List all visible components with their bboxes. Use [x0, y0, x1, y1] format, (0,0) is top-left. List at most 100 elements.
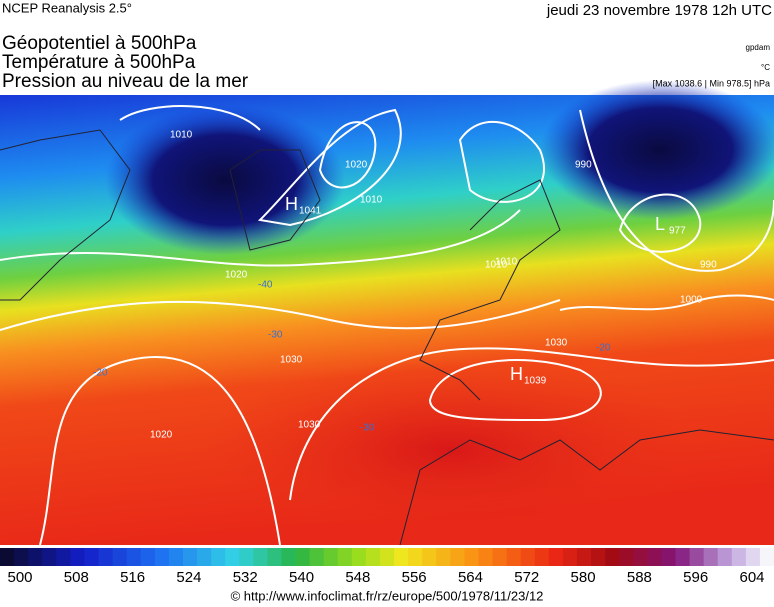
- colorbar-swatch: [717, 548, 733, 566]
- contour-label: -40: [258, 280, 273, 291]
- colorbar-label: 572: [514, 569, 539, 586]
- colorbar-swatch: [562, 548, 578, 566]
- contour-label: 1030: [298, 420, 321, 431]
- colorbar-swatch: [112, 548, 128, 566]
- center-letter: H: [510, 364, 523, 384]
- colorbar-label: 604: [739, 569, 764, 586]
- contour-label: 1010: [170, 130, 193, 141]
- contour-label: -30: [360, 423, 375, 434]
- warm-core: [200, 360, 700, 540]
- colorbar-swatch: [197, 548, 212, 566]
- contour-label: -20: [93, 368, 108, 379]
- source: NCEP Reanalysis 2.5°: [2, 0, 132, 15]
- colorbar-swatch: [534, 548, 550, 566]
- colorbar-swatch: [365, 548, 381, 566]
- center-value: 977: [669, 226, 686, 237]
- colorbar-swatch: [42, 548, 57, 566]
- colorbar-swatch: [548, 548, 564, 566]
- colorbar-label: 500: [7, 569, 32, 586]
- colorbar-swatch: [379, 548, 395, 566]
- colorbar-swatch: [605, 548, 620, 566]
- colorbar-label: 540: [289, 569, 314, 586]
- center-letter: L: [655, 214, 665, 234]
- contour-label: 1000: [680, 295, 703, 306]
- colorbar-swatch: [0, 548, 15, 566]
- colorbar-swatch: [168, 548, 184, 566]
- colorbar-label: 588: [627, 569, 652, 586]
- contour-label: 1030: [280, 355, 303, 366]
- unit: °C: [761, 63, 770, 72]
- colorbar-label: 524: [176, 569, 201, 586]
- colorbar-swatch: [745, 548, 761, 566]
- contour-label: -30: [268, 330, 283, 341]
- colorbar-swatch: [464, 548, 479, 566]
- colorbar-swatch: [436, 548, 451, 566]
- title-line: Géopotentiel à 500hPa: [2, 33, 197, 54]
- colorbar-label: 508: [64, 569, 89, 586]
- contour-label: 990: [700, 260, 717, 271]
- colorbar-swatch: [84, 548, 100, 566]
- colorbar-label: 532: [233, 569, 258, 586]
- colorbar-swatch: [28, 548, 43, 566]
- colorbar-swatch: [253, 548, 268, 566]
- colorbar-swatch: [281, 548, 297, 566]
- colorbar-swatch: [576, 548, 592, 566]
- colorbar-swatch: [309, 548, 325, 566]
- contour-label: 1020: [345, 160, 368, 171]
- isobars: [0, 105, 774, 546]
- colorbar-swatch: [506, 548, 522, 566]
- colorbar-swatch: [182, 548, 198, 566]
- colorbar-swatch: [267, 548, 282, 566]
- colorbar-swatch: [225, 548, 240, 566]
- center-letter: H: [285, 194, 298, 214]
- title-line: Température à 500hPa: [2, 52, 196, 73]
- colorbar-swatch: [633, 548, 648, 566]
- colorbar-swatch: [408, 548, 423, 566]
- colorbar-swatch: [140, 548, 156, 566]
- colorbar-swatch: [211, 548, 226, 566]
- colorbar-swatch: [126, 548, 142, 566]
- colorbar-swatch: [591, 548, 606, 566]
- contour-label: 1010: [485, 260, 508, 271]
- center-value: 1039: [524, 376, 547, 387]
- colorbar-label: 580: [571, 569, 596, 586]
- colorbar-swatch: [323, 548, 339, 566]
- colorbar-swatch: [492, 548, 508, 566]
- contour-label: 1010: [360, 195, 383, 206]
- colorbar-swatch: [56, 548, 71, 566]
- colorbar-swatch: [337, 548, 353, 566]
- colorbar-swatch: [759, 548, 774, 566]
- contour-label: 1020: [150, 430, 173, 441]
- colorbar-label: 564: [458, 569, 483, 586]
- contour-label: 1020: [225, 270, 248, 281]
- colorbar-label: 556: [402, 569, 427, 586]
- colorbar-swatch: [422, 548, 437, 566]
- colorbar-swatch: [731, 548, 747, 566]
- contour-label: -20: [596, 343, 611, 354]
- colorbar-swatch: [478, 548, 494, 566]
- date: jeudi 23 novembre 1978 12h UTC: [546, 2, 772, 19]
- colorbar-swatch: [351, 548, 367, 566]
- contour-label: 1010: [495, 257, 518, 268]
- title-line: Pression au niveau de la mer: [2, 71, 249, 92]
- colorbar-swatch: [619, 548, 634, 566]
- colorbar-swatch: [675, 548, 691, 566]
- coastlines: [0, 129, 774, 546]
- colorbar-swatch: [70, 548, 85, 566]
- colorbar-swatch: [647, 548, 662, 566]
- colorbar-swatch: [689, 548, 705, 566]
- colorbar-label: 596: [683, 569, 708, 586]
- colorbar-label: 516: [120, 569, 145, 586]
- colorbar-swatch: [295, 548, 311, 566]
- colorbar-swatch: [520, 548, 536, 566]
- contour-label: 1030: [545, 338, 568, 349]
- cold-core: [105, 105, 345, 255]
- colorbar-swatch: [98, 548, 114, 566]
- unit: [Max 1038.6 | Min 978.5] hPa: [653, 78, 770, 88]
- footer: © http://www.infoclimat.fr/rz/europe/500…: [231, 588, 544, 603]
- colorbar-swatch: [154, 548, 170, 566]
- colorbar-swatch: [14, 548, 29, 566]
- colorbar-swatch: [450, 548, 465, 566]
